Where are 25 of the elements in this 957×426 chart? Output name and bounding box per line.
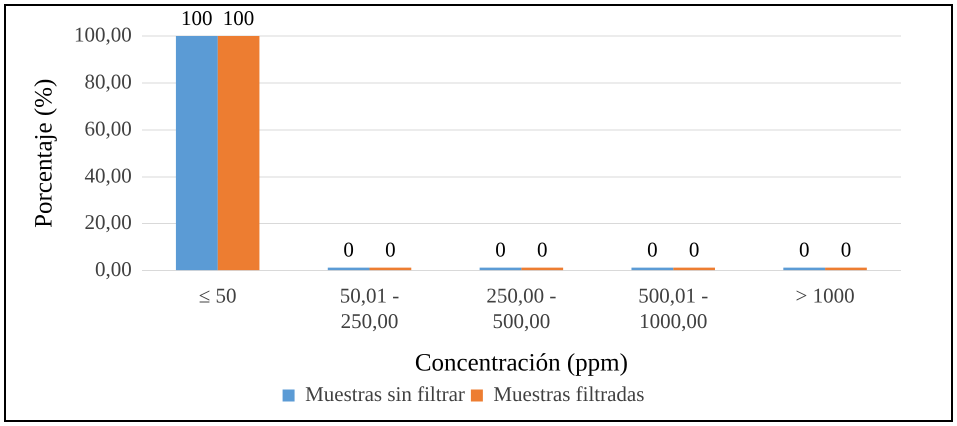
data-label: 0 — [385, 238, 396, 262]
y-tick-label: 20,00 — [84, 210, 132, 234]
data-label: 0 — [343, 238, 354, 262]
x-tick-label: 250,00 - 500,00 — [486, 284, 556, 333]
x-tick-label: > 1000 — [796, 284, 855, 308]
x-tick-label: 500,01 - 1000,00 — [638, 284, 708, 333]
y-tick-label: 100,00 — [74, 22, 132, 47]
legend-label: Muestras filtradas — [493, 382, 644, 406]
data-label: 0 — [647, 238, 658, 262]
y-axis-title: Porcentaje (%) — [30, 78, 58, 228]
legend-label: Muestras sin filtrar — [305, 382, 465, 406]
data-label: 0 — [840, 238, 852, 262]
x-tick-label: ≤ 50 — [198, 284, 237, 308]
y-tick-label: 60,00 — [84, 116, 132, 140]
data-label: 0 — [688, 238, 700, 262]
data-label: 0 — [537, 238, 548, 262]
y-tick-label: 0,00 — [95, 257, 132, 282]
data-label: 0 — [495, 238, 506, 262]
data-label: 100 — [222, 6, 254, 30]
x-tick-label: 50,01 - 250,00 — [340, 284, 400, 333]
x-axis-title: Concentración (ppm) — [414, 350, 628, 377]
y-tick-label: 40,00 — [84, 163, 132, 188]
y-tick-label: 80,00 — [84, 69, 132, 94]
data-label: 100 — [181, 6, 213, 30]
data-label: 0 — [798, 238, 810, 262]
